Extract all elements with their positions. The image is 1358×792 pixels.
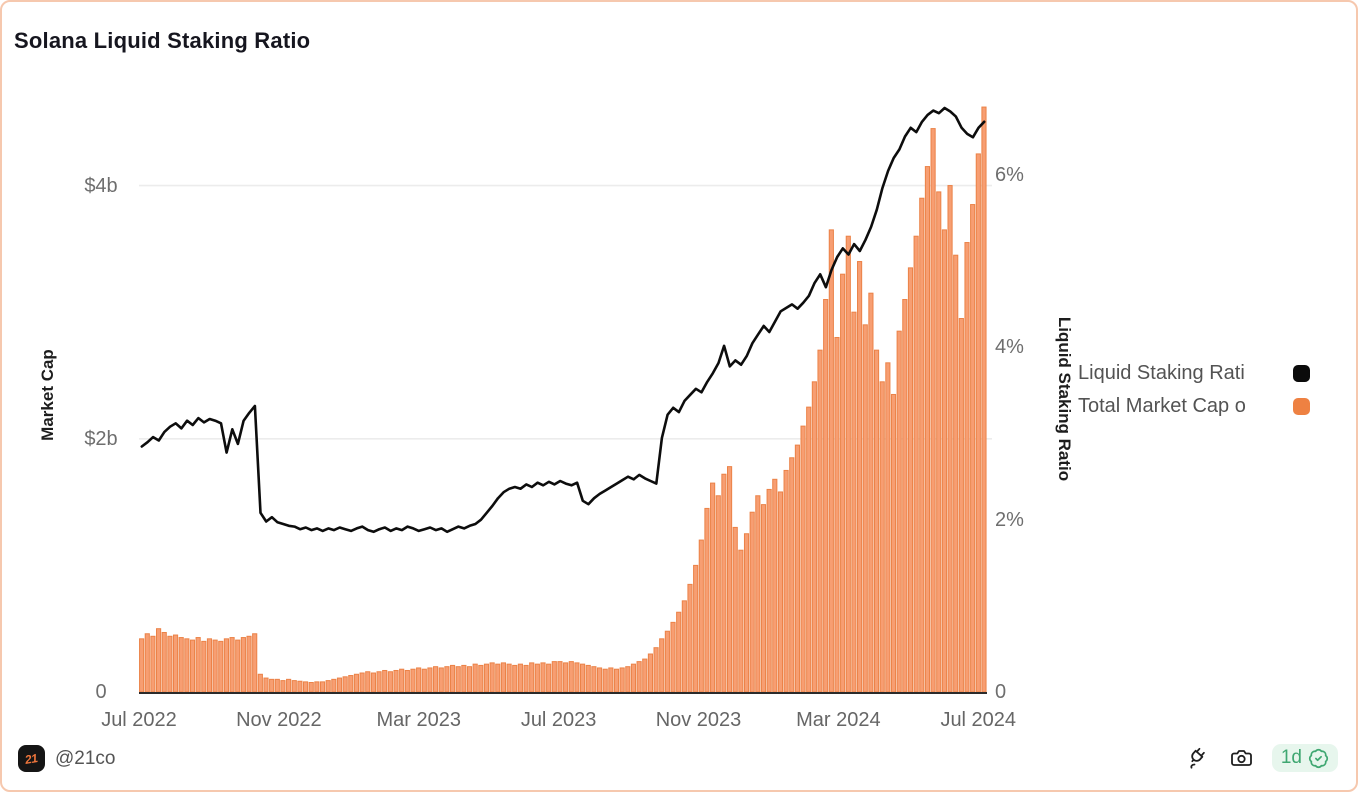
right-axis-tick: 2%	[995, 508, 1024, 531]
verified-seal-icon	[1308, 748, 1329, 768]
left-axis-title: Market Cap	[38, 349, 57, 441]
x-axis-tick: Nov 2023	[655, 709, 742, 731]
camera-icon	[1230, 750, 1252, 766]
left-axis-tick: 0	[95, 681, 107, 703]
right-axis-title: Liquid Staking Ratio	[1055, 316, 1074, 482]
author-handle-link[interactable]: @21co	[55, 747, 116, 769]
legend-label: Total Market Cap o	[1078, 395, 1246, 417]
page-title: Solana Liquid Staking Ratio	[14, 28, 311, 53]
plug-icon	[1190, 747, 1205, 769]
x-axis-tick: Mar 2024	[796, 709, 881, 731]
toolbar: 1d	[1183, 744, 1338, 772]
attribution: 21 @21co	[18, 745, 116, 772]
legend-swatch-orange	[1293, 398, 1310, 415]
legend-item-liquid-staking-ratio[interactable]: Liquid Staking Rati	[1078, 357, 1310, 390]
left-axis-tick: $4b	[84, 174, 118, 197]
right-axis-tick: 6%	[995, 164, 1024, 187]
x-axis-tick: Jul 2024	[940, 709, 1017, 731]
legend: Liquid Staking Rati Total Market Cap o	[1078, 357, 1310, 423]
screenshot-camera-button[interactable]	[1227, 744, 1256, 772]
x-axis-tick: Jul 2023	[520, 709, 597, 731]
embed-plug-button[interactable]	[1183, 744, 1211, 772]
left-axis-tick: $2b	[84, 427, 118, 450]
legend-label: Liquid Staking Rati	[1078, 362, 1245, 384]
badge-label: 1d	[1280, 747, 1302, 768]
x-axis-tick: Nov 2022	[236, 709, 322, 731]
legend-item-total-market-cap[interactable]: Total Market Cap o	[1078, 390, 1310, 423]
legend-swatch-black	[1293, 365, 1310, 382]
x-axis-tick: Jul 2022	[101, 709, 177, 731]
21co-logo-text: 21	[24, 750, 39, 767]
21co-logo: 21	[18, 745, 45, 772]
right-axis-tick: 4%	[995, 336, 1024, 359]
data-freshness-badge[interactable]: 1d	[1271, 744, 1338, 772]
x-axis-tick: Mar 2023	[376, 709, 462, 731]
right-axis-tick: 0	[995, 681, 1007, 703]
